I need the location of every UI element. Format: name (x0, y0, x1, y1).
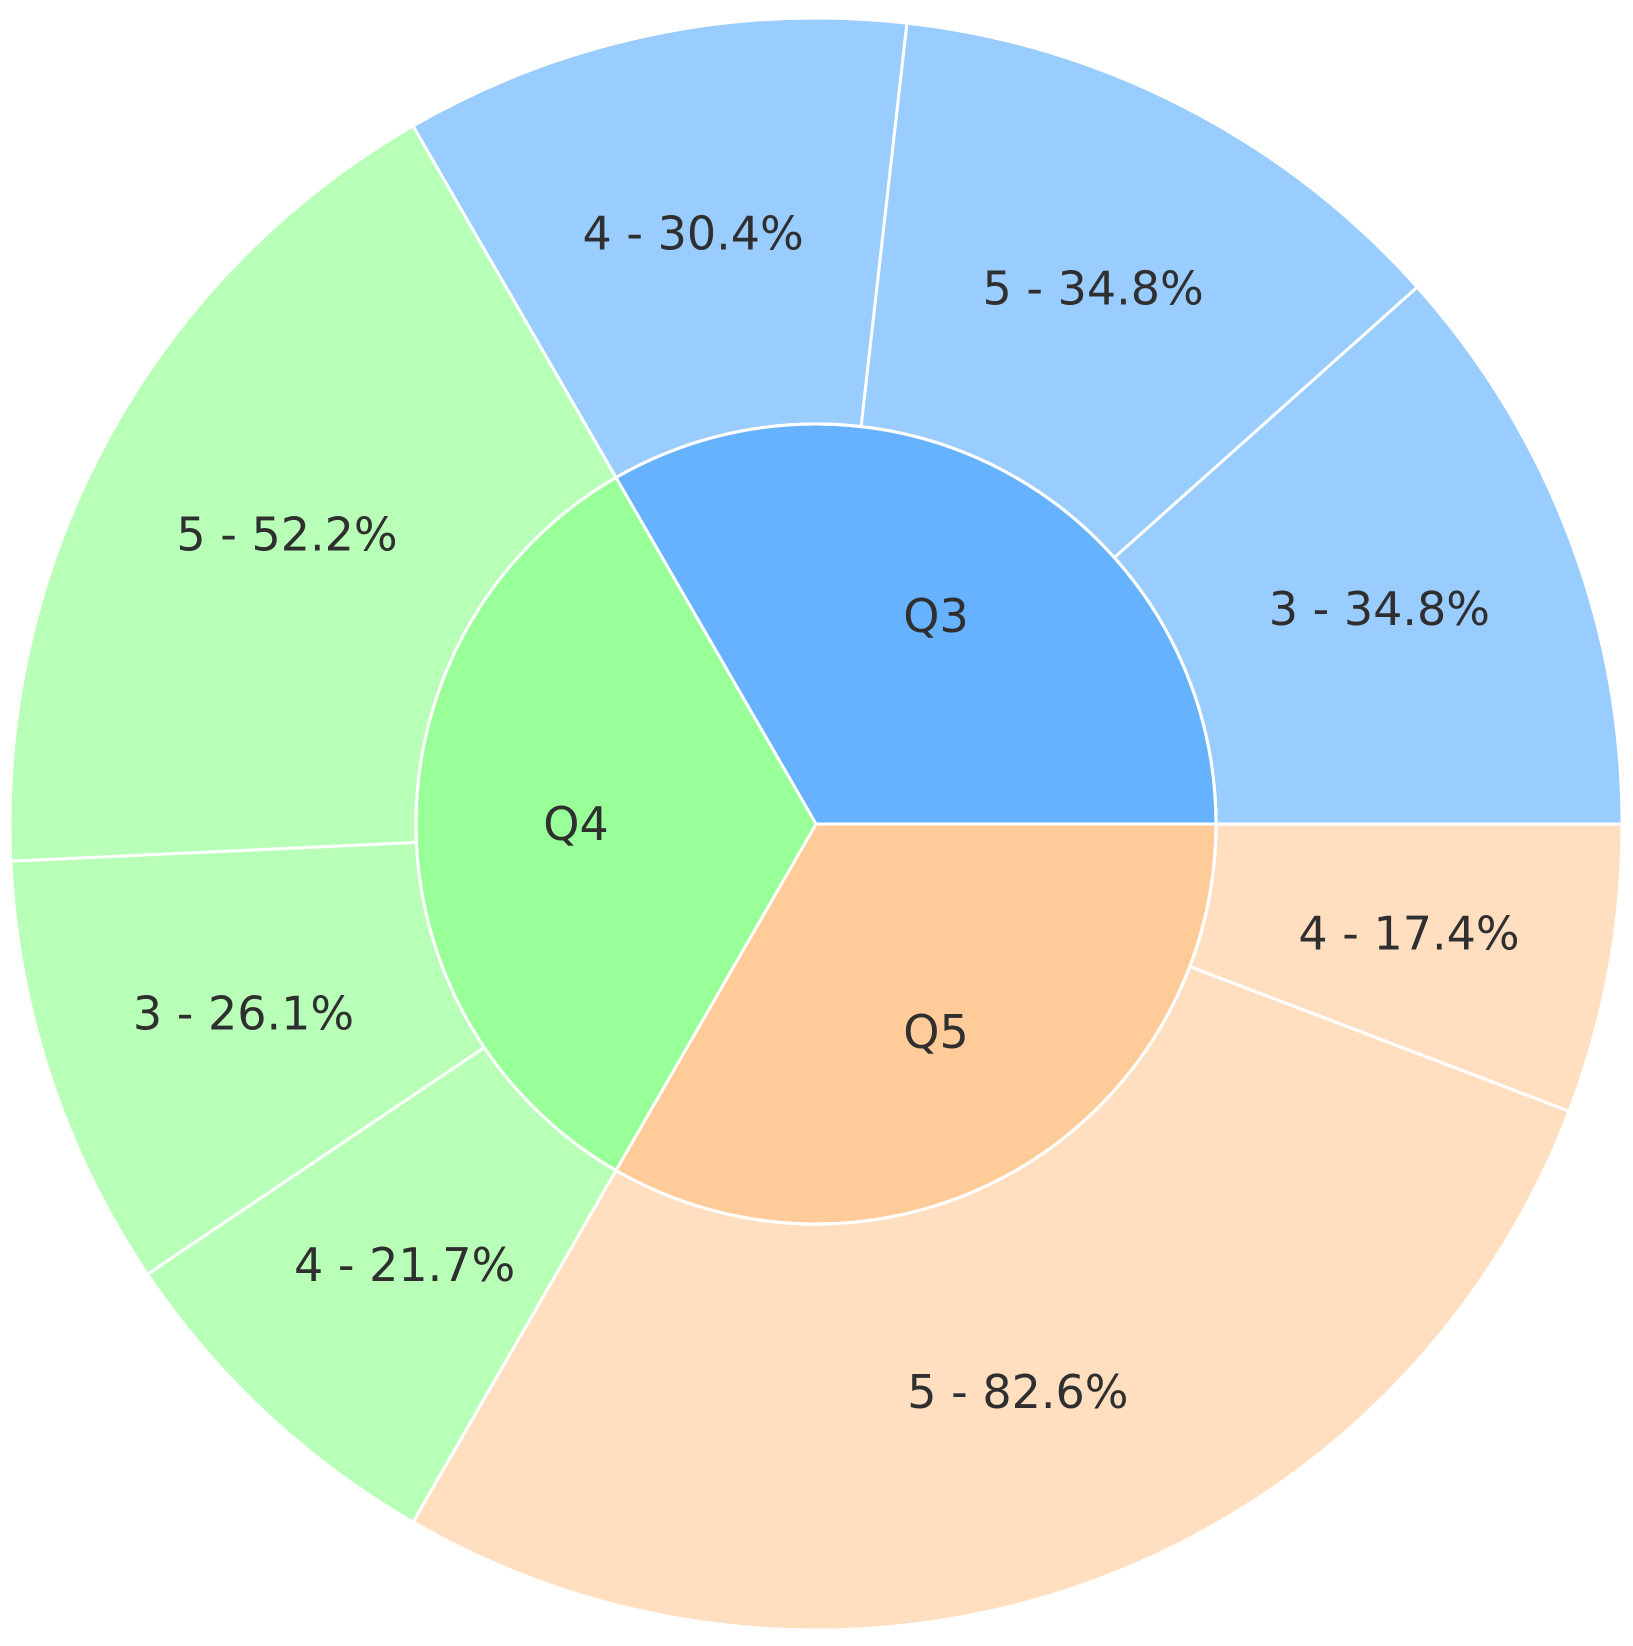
outer-label-q5-4: 4 - 17.4% (1298, 906, 1519, 960)
outer-label-q4-4: 4 - 21.7% (294, 1238, 515, 1292)
inner-ring (414, 422, 1218, 1226)
inner-label-q4: Q4 (543, 797, 608, 851)
inner-label-q5: Q5 (903, 1005, 968, 1059)
outer-label-q4-3: 3 - 26.1% (133, 986, 354, 1040)
outer-label-q5-5: 5 - 82.6% (907, 1365, 1128, 1419)
outer-ring (8, 16, 1624, 1632)
outer-label-q3-5: 5 - 34.8% (983, 261, 1204, 315)
outer-label-q3-4: 4 - 30.4% (582, 207, 803, 261)
outer-label-q3-3: 3 - 34.8% (1269, 582, 1490, 636)
outer-label-q4-5: 5 - 52.2% (176, 508, 397, 562)
labels: Q3 4 - 30.4% 5 - 34.8% 3 - 34.8% Q5 4 - 17.4%… (133, 207, 1520, 1420)
inner-label-q3: Q3 (903, 589, 968, 643)
ring-separator (414, 422, 1218, 1226)
